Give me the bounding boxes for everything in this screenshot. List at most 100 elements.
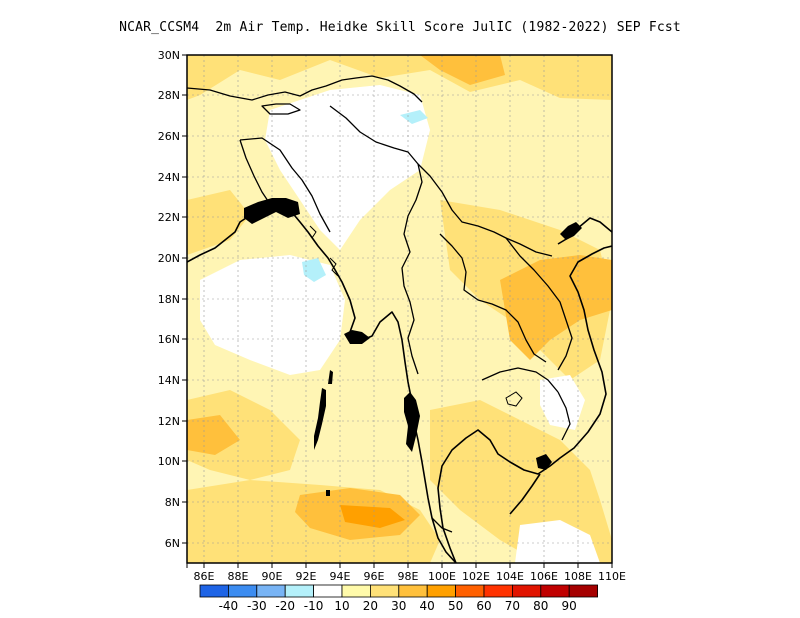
colorbar-label: 60 xyxy=(476,599,491,613)
lat-tick-label: 28N xyxy=(158,89,180,102)
lat-tick-label: 18N xyxy=(158,293,180,306)
lon-tick-label: 102E xyxy=(462,570,490,583)
plot-frame xyxy=(186,54,613,564)
map-plot-area xyxy=(187,55,612,563)
lat-tick-label: 6N xyxy=(165,537,180,550)
lat-tick-label: 22N xyxy=(158,211,180,224)
lon-tick-label: 98E xyxy=(398,570,419,583)
coast-gulf-thailand xyxy=(437,245,612,563)
lat-tick-label: 10N xyxy=(158,455,180,468)
tonle-sap xyxy=(505,391,523,407)
colorbar-swatch xyxy=(512,584,542,598)
lon-tick-label: 92E xyxy=(296,570,317,583)
colorbar-label: 10 xyxy=(334,599,349,613)
field-white-bay xyxy=(200,255,345,375)
mekong-delta-detail xyxy=(536,454,552,470)
andaman-islands xyxy=(314,388,326,450)
border-china-laos xyxy=(417,163,553,257)
field-30-gulf xyxy=(430,400,612,563)
field-30-southwest xyxy=(187,390,300,480)
colorbar-swatch xyxy=(256,584,286,598)
lat-tick-label: 16N xyxy=(158,333,180,346)
lat-tick-label: 14N xyxy=(158,374,180,387)
lon-tick-label: 90E xyxy=(262,570,283,583)
colorbar-swatch xyxy=(341,584,371,598)
border-myanmar-east xyxy=(329,105,423,375)
colorbar-label: 70 xyxy=(505,599,520,613)
lat-tick-label: 12N xyxy=(158,415,180,428)
field-blue-coast xyxy=(302,258,326,282)
colorbar-swatch xyxy=(426,584,457,598)
border-bhutan xyxy=(261,103,301,115)
border-laos-vietnam xyxy=(505,237,573,371)
field-40-laos xyxy=(500,255,612,360)
coast-vietnam-south xyxy=(509,473,541,515)
colorbar-swatch xyxy=(483,584,513,598)
colorbar-swatch xyxy=(455,584,485,598)
lon-tick-label: 104E xyxy=(496,570,524,583)
lat-tick-label: 26N xyxy=(158,130,180,143)
shaded-field xyxy=(187,55,612,563)
field-40-north xyxy=(420,55,505,85)
colorbar-label: 30 xyxy=(391,599,406,613)
myeik-archipelago-detail xyxy=(404,392,420,452)
colorbar-swatch xyxy=(199,584,229,598)
field-blue-north xyxy=(400,110,428,124)
axis-ticks xyxy=(182,54,613,568)
colorbar-label: -20 xyxy=(275,599,295,613)
coastal-detail xyxy=(244,198,582,496)
field-white-cambodia xyxy=(540,375,585,430)
lon-tick-label: 88E xyxy=(228,570,249,583)
lat-tick-label: 24N xyxy=(158,171,180,184)
lon-tick-label: 100E xyxy=(428,570,456,583)
lat-tick-labels: 30N 28N 26N 24N 22N 20N 18N 16N 14N 12N … xyxy=(158,49,180,550)
coast-ripple-2 xyxy=(309,225,317,239)
inland-water xyxy=(309,225,523,407)
field-30-west xyxy=(187,190,250,255)
lat-tick-label: 8N xyxy=(165,496,180,509)
colorbar-swatch xyxy=(284,584,315,598)
lon-tick-label: 96E xyxy=(364,570,385,583)
country-borders xyxy=(187,75,573,533)
colorbar-label: -10 xyxy=(304,599,324,613)
lat-tick-label: 20N xyxy=(158,252,180,265)
lon-tick-label: 86E xyxy=(194,570,215,583)
irrawaddy-delta-detail xyxy=(344,330,370,344)
colorbar-label: 50 xyxy=(448,599,463,613)
field-40-southwest xyxy=(187,415,240,455)
border-thai-malaysia xyxy=(431,517,453,533)
colorbar-swatch xyxy=(313,584,343,598)
border-laos-thai xyxy=(439,233,547,363)
colorbar-swatch xyxy=(369,584,400,598)
colorbar-label: 90 xyxy=(562,599,577,613)
field-white-east xyxy=(515,520,600,563)
nicobar-islands xyxy=(326,490,330,496)
lon-tick-labels: 86E 88E 90E 92E 94E 96E 98E 100E 102E 10… xyxy=(194,570,626,583)
chart-title: NCAR_CCSM4 2m Air Temp. Heidke Skill Sco… xyxy=(119,20,681,35)
colorbar-label: -40 xyxy=(219,599,239,613)
colorbar-swatch xyxy=(398,584,428,598)
border-cambodia-vietnam xyxy=(557,391,571,441)
border-india-east xyxy=(239,137,331,233)
lon-tick-label: 108E xyxy=(564,570,592,583)
colorbar-label: -30 xyxy=(247,599,267,613)
lon-tick-label: 110E xyxy=(598,570,626,583)
lat-tick-label: 30N xyxy=(158,49,180,62)
border-thai-cambodia xyxy=(481,367,559,393)
andaman-north xyxy=(328,370,333,384)
colorbar-swatch xyxy=(540,584,570,598)
colorbar-swatch xyxy=(227,584,258,598)
lon-tick-label: 94E xyxy=(330,570,351,583)
coast-china-detail xyxy=(560,222,582,240)
sundarbans-detail xyxy=(244,198,300,224)
colorbar-label: 80 xyxy=(533,599,548,613)
colorbar-swatch xyxy=(568,584,599,598)
field-30-north xyxy=(187,55,612,100)
colorbar-label: 40 xyxy=(420,599,435,613)
border-bangladesh xyxy=(239,139,271,205)
colorbar-label: 20 xyxy=(363,599,378,613)
lon-tick-label: 106E xyxy=(530,570,558,583)
border-himalaya xyxy=(187,75,423,103)
field-50-south xyxy=(340,505,405,528)
